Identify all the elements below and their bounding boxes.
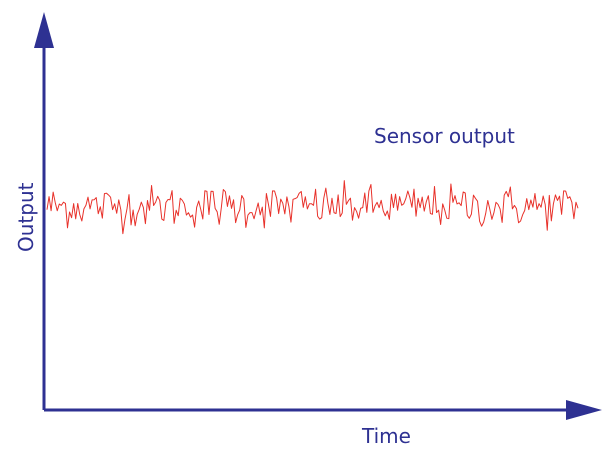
- axes: [34, 12, 602, 420]
- sensor-output-line: [46, 180, 579, 235]
- y-axis-arrowhead: [34, 12, 54, 48]
- y-axis-label: Output: [14, 182, 38, 252]
- sensor-output-annotation: Sensor output: [374, 124, 515, 148]
- x-axis-arrowhead: [566, 400, 602, 420]
- signal-series: [46, 180, 579, 235]
- x-axis-label: Time: [361, 424, 411, 448]
